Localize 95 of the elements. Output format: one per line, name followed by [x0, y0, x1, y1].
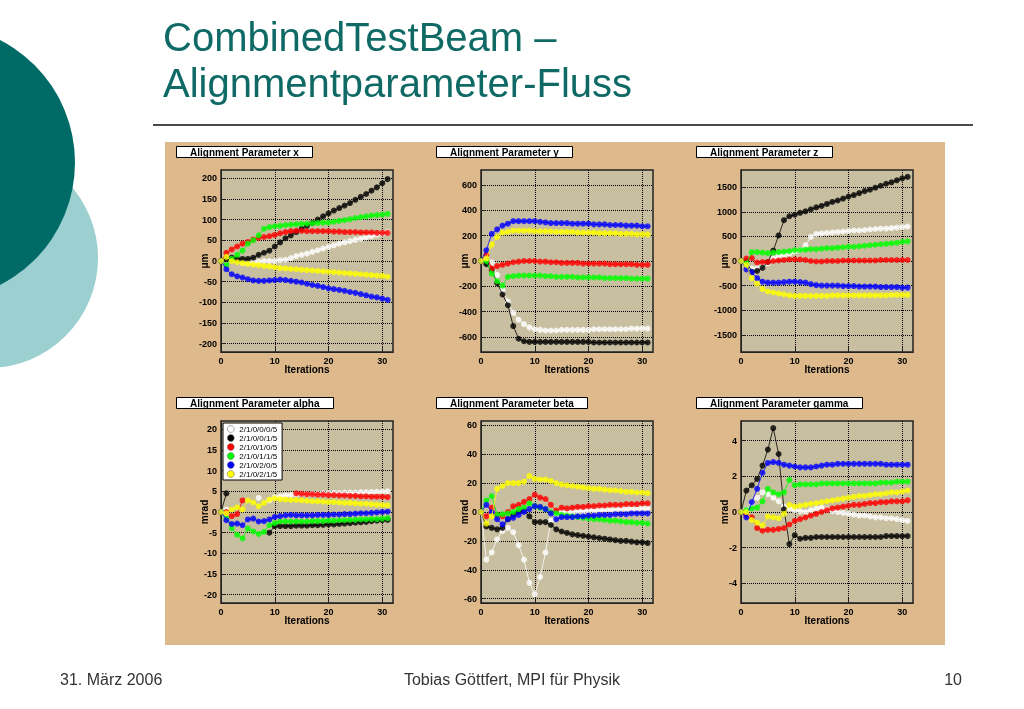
y-axis-title: μm — [458, 253, 470, 269]
y-axis-title: mrad — [458, 499, 470, 525]
x-tick-label: 20 — [323, 355, 334, 366]
y-tick-label: 600 — [461, 180, 477, 191]
x-axis-title: Iterations — [284, 363, 330, 375]
legend-label: 2/1/0/1/0/5 — [239, 442, 278, 452]
y-tick-label: -60 — [463, 593, 477, 604]
y-tick-label: 0 — [471, 507, 477, 517]
y-tick-label: -40 — [463, 564, 477, 575]
x-axis-title: Iterations — [544, 363, 590, 375]
chart-title: Alignment Parameter gamma — [710, 397, 849, 409]
x-tick-label: 30 — [897, 606, 908, 617]
y-tick-label: -10 — [203, 548, 217, 559]
text: 31. März 2006 — [60, 671, 163, 689]
y-tick-label: -4 — [728, 578, 737, 589]
y-tick-label: 400 — [461, 205, 477, 216]
x-axis-title: Iterations — [284, 614, 330, 626]
y-tick-label: 0 — [731, 256, 737, 266]
y-tick-label: 500 — [721, 231, 737, 242]
y-tick-label: 20 — [466, 478, 477, 489]
y-tick-label: -150 — [198, 318, 217, 329]
chart-title: Alignment Parameter z — [710, 146, 819, 158]
x-axis-title: Iterations — [804, 363, 850, 375]
legend-label: 2/1/0/2/1/5 — [239, 469, 278, 479]
y-tick-label: 4 — [731, 435, 737, 446]
y-tick-label: -200 — [198, 338, 217, 349]
x-tick-label: 0 — [478, 606, 484, 617]
y-tick-label: 200 — [461, 230, 477, 241]
y-tick-label: 1500 — [716, 182, 737, 193]
chart-title: Alignment Parameter alpha — [190, 397, 320, 409]
x-tick-label: 10 — [269, 606, 280, 617]
y-axis-title: μm — [718, 253, 730, 269]
text: 10 — [944, 671, 962, 689]
x-tick-label: 0 — [218, 606, 224, 617]
x-tick-label: 0 — [478, 355, 484, 366]
y-tick-label: 40 — [466, 449, 477, 460]
x-tick-label: 10 — [789, 355, 800, 366]
y-tick-label: 5 — [211, 486, 217, 497]
x-tick-label: 30 — [637, 355, 648, 366]
y-tick-label: 0 — [211, 256, 217, 266]
x-tick-label: 10 — [529, 606, 540, 617]
text: CombinedTestBeam – Alignmentparameter-Fluss — [163, 14, 634, 106]
y-tick-label: -50 — [203, 276, 217, 287]
x-axis-title: Iterations — [544, 614, 590, 626]
x-tick-label: 0 — [218, 355, 224, 366]
x-tick-label: 20 — [583, 355, 594, 366]
x-tick-label: 20 — [583, 606, 594, 617]
y-tick-label: 1000 — [716, 206, 737, 217]
y-tick-label: 100 — [201, 214, 217, 225]
y-tick-label: -1000 — [713, 305, 737, 316]
chart-title: Alignment Parameter x — [190, 146, 300, 158]
y-axis-title: mrad — [718, 499, 730, 525]
y-tick-label: -2 — [728, 542, 737, 553]
x-tick-label: 20 — [843, 606, 854, 617]
legend-label: 2/1/0/1/1/5 — [239, 451, 278, 461]
y-tick-label: 150 — [201, 193, 217, 204]
y-tick-label: 0 — [211, 507, 217, 517]
x-tick-label: 10 — [269, 355, 280, 366]
y-tick-label: 0 — [731, 507, 737, 517]
y-tick-label: 10 — [206, 465, 217, 476]
y-tick-label: 200 — [201, 173, 217, 184]
x-tick-label: 10 — [529, 355, 540, 366]
y-tick-label: 2 — [731, 471, 737, 482]
legend-label: 2/1/0/0/0/5 — [239, 424, 278, 434]
y-tick-label: -20 — [203, 589, 217, 600]
y-tick-label: -15 — [203, 569, 217, 580]
x-tick-label: 10 — [789, 606, 800, 617]
y-tick-label: -1500 — [713, 329, 737, 340]
legend-label: 2/1/0/0/1/5 — [239, 433, 278, 443]
text: Tobias Göttfert, MPI für Physik — [403, 671, 621, 689]
chart-title: Alignment Parameter beta — [450, 397, 575, 409]
y-axis-title: μm — [198, 253, 210, 269]
y-tick-label: 15 — [206, 444, 217, 455]
y-tick-label: -500 — [718, 280, 737, 291]
y-tick-label: 50 — [206, 235, 217, 246]
x-tick-label: 30 — [377, 355, 388, 366]
y-tick-label: -600 — [458, 331, 477, 342]
x-tick-label: 20 — [323, 606, 334, 617]
x-axis-title: Iterations — [804, 614, 850, 626]
legend-label: 2/1/0/2/0/5 — [239, 460, 278, 470]
y-tick-label: 0 — [471, 256, 477, 266]
y-tick-label: -400 — [458, 306, 477, 317]
x-tick-label: 30 — [637, 606, 648, 617]
y-tick-label: -200 — [458, 281, 477, 292]
y-tick-label: -5 — [208, 527, 217, 538]
x-tick-label: 0 — [738, 606, 744, 617]
x-tick-label: 20 — [843, 355, 854, 366]
y-tick-label: 20 — [206, 424, 217, 435]
x-tick-label: 0 — [738, 355, 744, 366]
y-axis-title: mrad — [198, 499, 210, 525]
x-tick-label: 30 — [897, 355, 908, 366]
y-tick-label: 60 — [466, 420, 477, 431]
y-tick-label: -100 — [198, 297, 217, 308]
y-tick-label: -20 — [463, 535, 477, 546]
x-tick-label: 30 — [377, 606, 388, 617]
